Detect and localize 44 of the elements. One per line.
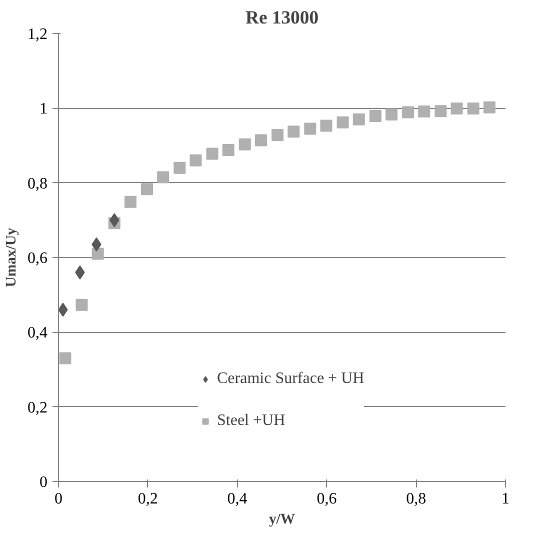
x-tick-label: 0,6 — [316, 490, 337, 508]
point — [272, 129, 284, 142]
legend-label: Ceramic Surface + UH — [217, 370, 364, 388]
point — [320, 120, 332, 132]
x-tick-label: 0,2 — [138, 490, 158, 508]
point — [59, 352, 72, 364]
point — [238, 138, 251, 150]
point — [386, 108, 398, 121]
point — [254, 134, 267, 146]
point — [467, 102, 480, 115]
x-tick-label: 0,4 — [227, 490, 248, 508]
point — [418, 106, 430, 118]
x-tick-label: 1 — [502, 490, 510, 508]
y-axis-title: Umax/Uy — [4, 227, 20, 288]
point — [483, 101, 496, 114]
point — [190, 154, 202, 166]
point — [124, 196, 136, 208]
point — [369, 110, 382, 122]
x-tick-label: 0,8 — [406, 490, 426, 508]
x-tick-label: 0 — [54, 490, 62, 508]
y-tick-label: 0,6 — [28, 250, 48, 267]
y-tick-label: 0 — [40, 474, 48, 491]
point — [206, 148, 218, 160]
point — [222, 144, 234, 156]
point — [434, 105, 447, 118]
point — [304, 122, 316, 135]
point — [402, 106, 414, 118]
point — [157, 171, 170, 184]
point — [76, 298, 88, 311]
y-tick-label: 0,2 — [28, 399, 48, 416]
y-tick-label: 0,4 — [28, 324, 48, 342]
x-axis-title: y/W — [268, 512, 296, 528]
point — [352, 113, 365, 126]
y-tick-label: 0,8 — [28, 175, 48, 192]
point — [336, 116, 349, 128]
point — [450, 102, 463, 115]
chart-title: Re 13000 — [245, 8, 319, 28]
point — [288, 126, 300, 138]
point — [92, 248, 104, 260]
point — [174, 162, 186, 174]
y-tick-label: 1,2 — [28, 26, 48, 43]
legend-label: Steel +UH — [217, 412, 286, 430]
y-tick-label: 1 — [40, 100, 48, 118]
point — [141, 183, 154, 196]
